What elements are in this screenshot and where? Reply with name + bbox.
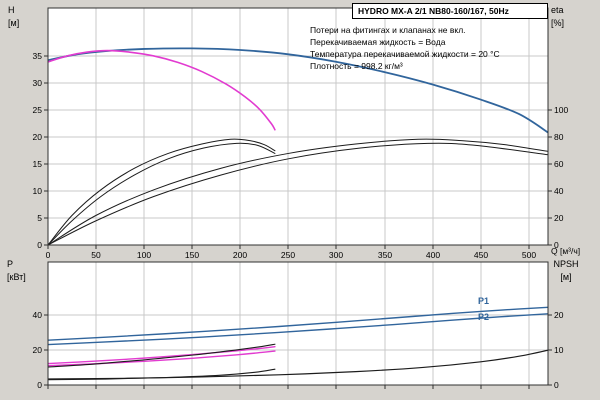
power-axis-label: P [кВт] bbox=[7, 258, 26, 284]
curve-power-1-pump-shaft bbox=[48, 343, 276, 368]
tick-marks bbox=[44, 55, 552, 249]
svg-text:450: 450 bbox=[474, 250, 488, 260]
svg-text:10: 10 bbox=[33, 186, 43, 196]
svg-text:20: 20 bbox=[554, 310, 564, 320]
chart-annotations: Потери на фитингах и клапанах не вкл. Пе… bbox=[310, 24, 500, 72]
svg-text:300: 300 bbox=[329, 250, 343, 260]
tick-labels: 0 50 100 150 200 250 300 350 400 450 5000510152025… bbox=[33, 51, 569, 260]
eta-axis-symbol: eta bbox=[551, 5, 564, 15]
chart-area-0: 0 50 100 150 200 250 300 350 400 450 5000510152025… bbox=[33, 7, 569, 260]
svg-text:40: 40 bbox=[33, 310, 43, 320]
tick-labels: 0 20 40 0 10 20 bbox=[33, 310, 564, 390]
head-axis-unit: [м] bbox=[8, 18, 20, 28]
svg-text:100: 100 bbox=[137, 250, 151, 260]
svg-text:0: 0 bbox=[554, 380, 559, 390]
tick-marks bbox=[44, 314, 552, 389]
plot-frame bbox=[47, 261, 549, 386]
annotation-line: Перекачиваемая жидкость = Вода bbox=[310, 37, 446, 47]
svg-text:250: 250 bbox=[281, 250, 295, 260]
svg-text:35: 35 bbox=[33, 51, 43, 61]
svg-text:0: 0 bbox=[46, 250, 51, 260]
svg-text:60: 60 bbox=[554, 159, 564, 169]
svg-text:350: 350 bbox=[378, 250, 392, 260]
eta-axis-label: eta [%] bbox=[551, 4, 564, 30]
svg-text:200: 200 bbox=[233, 250, 247, 260]
flow-axis-label: Q [м³/ч] bbox=[551, 246, 581, 256]
curve-head-1-pump bbox=[48, 49, 276, 131]
grid-lines bbox=[48, 262, 548, 385]
npsh-axis-symbol: NPSH bbox=[553, 259, 579, 269]
curve-npsh-1-pump bbox=[48, 368, 276, 381]
curve-group bbox=[48, 47, 548, 245]
curve-eff-2-pumps-b bbox=[48, 142, 548, 245]
svg-text:100: 100 bbox=[554, 105, 568, 115]
svg-text:0: 0 bbox=[37, 380, 42, 390]
svg-text:400: 400 bbox=[426, 250, 440, 260]
svg-text:0: 0 bbox=[554, 240, 559, 250]
svg-text:5: 5 bbox=[37, 213, 42, 223]
svg-text:15: 15 bbox=[33, 159, 43, 169]
curve-group bbox=[48, 306, 548, 381]
svg-text:50: 50 bbox=[91, 250, 101, 260]
svg-text:20: 20 bbox=[554, 213, 564, 223]
svg-text:20: 20 bbox=[33, 345, 43, 355]
curve-eff-1-pump-a bbox=[48, 138, 276, 245]
svg-text:40: 40 bbox=[554, 186, 564, 196]
svg-text:80: 80 bbox=[554, 132, 564, 142]
svg-text:25: 25 bbox=[33, 105, 43, 115]
power-axis-symbol: P bbox=[7, 259, 14, 269]
npsh-axis-label: NPSH [м] bbox=[540, 258, 592, 284]
chart-title: HYDRO MX-A 2/1 NB80-160/167, 50Hz bbox=[358, 6, 509, 16]
plot-frame bbox=[47, 7, 549, 246]
head-axis-label: H [м] bbox=[8, 4, 19, 30]
eta-axis-unit: [%] bbox=[551, 18, 565, 28]
svg-text:150: 150 bbox=[185, 250, 199, 260]
svg-text:500: 500 bbox=[522, 250, 536, 260]
svg-text:10: 10 bbox=[554, 345, 564, 355]
chart-area-1: 0 20 40 0 10 20 bbox=[33, 261, 564, 390]
svg-text:0: 0 bbox=[37, 240, 42, 250]
head-axis-symbol: H bbox=[8, 5, 15, 15]
annotation-line: Плотность = 998.2 кг/м³ bbox=[310, 61, 403, 71]
annotation-line: Температура перекачиваемой жидкости = 20… bbox=[310, 49, 500, 59]
plot-background bbox=[48, 262, 548, 385]
curve-power-p2-2-pumps bbox=[48, 313, 548, 346]
curve-power-p1-2-pumps bbox=[48, 306, 548, 341]
chart-title-box: HYDRO MX-A 2/1 NB80-160/167, 50Hz bbox=[352, 3, 548, 19]
curve-eff-1-pump-b bbox=[48, 142, 276, 245]
annotation-line: Потери на фитингах и клапанах не вкл. bbox=[310, 25, 466, 35]
p1-curve-label: P1 bbox=[478, 296, 490, 306]
p2-curve-label: P2 bbox=[478, 312, 490, 322]
svg-text:30: 30 bbox=[33, 78, 43, 88]
power-axis-unit: [кВт] bbox=[7, 272, 26, 282]
npsh-axis-unit: [м] bbox=[560, 272, 572, 282]
svg-text:20: 20 bbox=[33, 132, 43, 142]
curve-eff-2-pumps-a bbox=[48, 138, 548, 245]
